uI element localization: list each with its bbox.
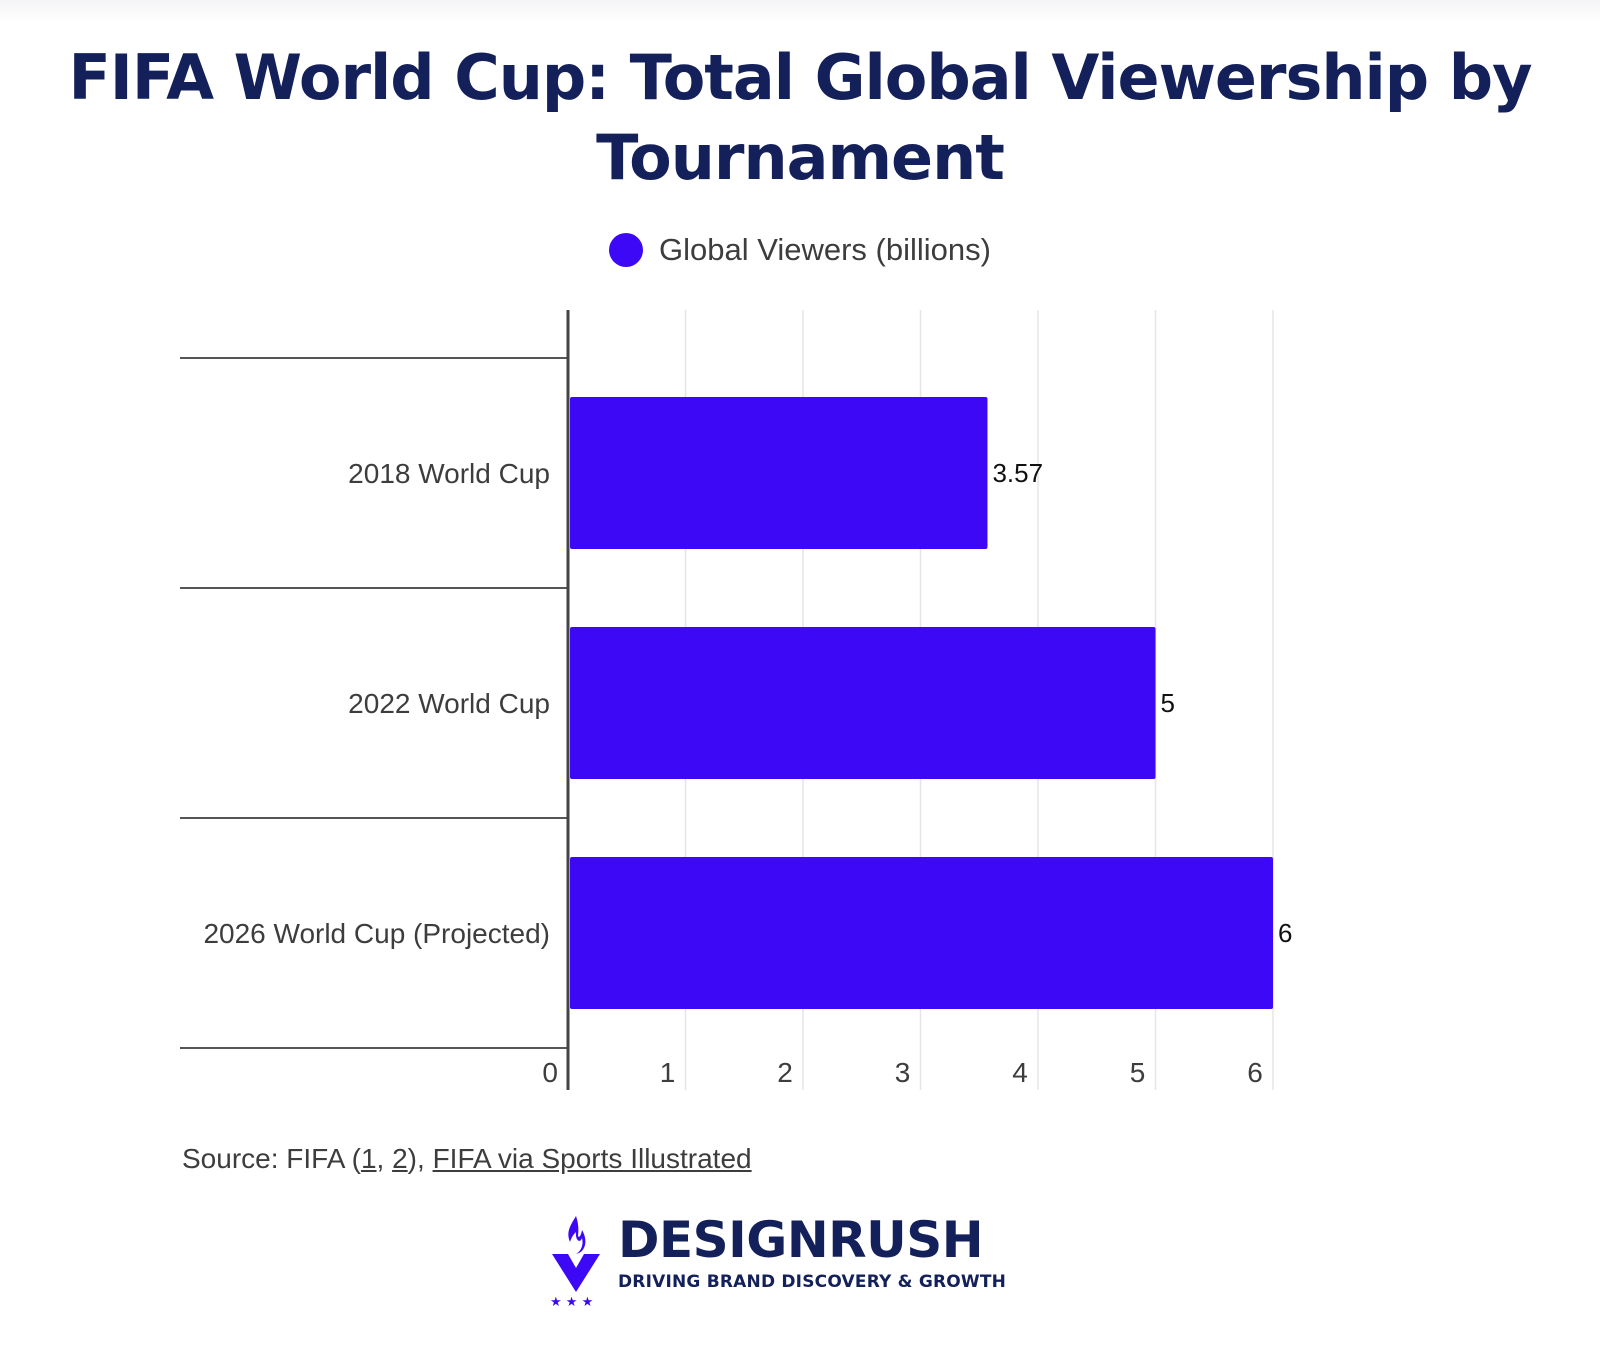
- source-link-1[interactable]: 1: [360, 1143, 377, 1174]
- x-tick-label: 1: [660, 1057, 676, 1088]
- data-label: 3.57: [992, 458, 1043, 488]
- source-link-2[interactable]: 2: [392, 1143, 408, 1174]
- source-prefix: Source: FIFA (: [182, 1143, 361, 1174]
- x-tick-label: 3: [895, 1057, 911, 1088]
- source-note: Source: FIFA (1, 2), FIFA via Sports Ill…: [182, 1143, 752, 1175]
- x-tick-label: 2: [777, 1057, 793, 1088]
- chart-title: FIFA World Cup: Total Global Viewership …: [68, 41, 1532, 194]
- bar: [570, 857, 1273, 1009]
- source-link-3[interactable]: FIFA via Sports Illustrated: [432, 1143, 752, 1174]
- legend-swatch: [609, 233, 644, 267]
- x-tick-label: 4: [1012, 1057, 1028, 1088]
- brand-tagline: DRIVING BRAND DISCOVERY & GROWTH: [618, 1272, 1007, 1292]
- torch-icon: ★ ★ ★: [550, 1216, 600, 1308]
- x-tick-label: 5: [1130, 1057, 1146, 1088]
- source-mid: ),: [407, 1143, 433, 1174]
- category-label: 2018 World Cup: [348, 458, 550, 489]
- bar: [570, 397, 988, 549]
- source-sep: ,: [376, 1143, 393, 1174]
- legend-label: Global Viewers (billions): [659, 232, 991, 267]
- category-label: 2026 World Cup (Projected): [203, 918, 550, 949]
- legend: Global Viewers (billions): [0, 232, 1600, 268]
- brand-name: DESIGNRUSH: [618, 1211, 984, 1269]
- bar: [570, 627, 1156, 779]
- x-tick-label: 6: [1247, 1057, 1263, 1088]
- data-label: 5: [1161, 688, 1175, 718]
- designrush-logo[interactable]: ★ ★ ★ DESIGNRUSH DRIVING BRAND DISCOVERY…: [548, 1212, 1006, 1308]
- top-band: [0, 0, 1600, 22]
- category-label: 2022 World Cup: [348, 688, 550, 719]
- data-label: 6: [1278, 918, 1292, 948]
- svg-text:★ ★ ★: ★ ★ ★: [550, 1295, 593, 1308]
- x-tick-label: 0: [542, 1057, 558, 1088]
